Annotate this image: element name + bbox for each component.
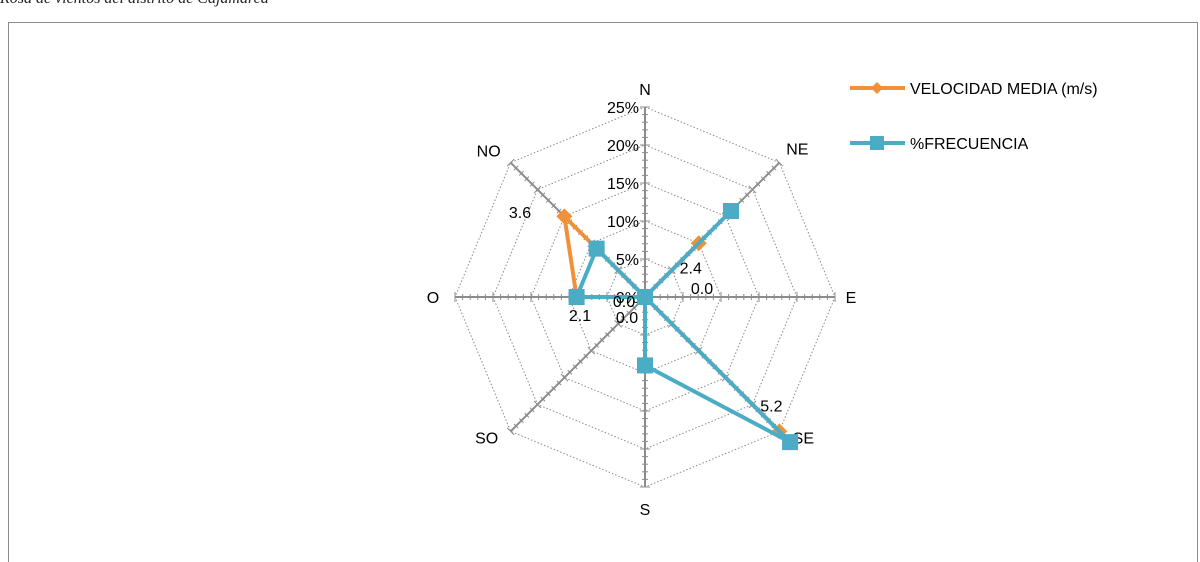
grid-ring: [492, 144, 798, 450]
radial-tick-label: 20%: [607, 138, 639, 155]
series-point-1: [588, 240, 605, 257]
axis-tick: [594, 342, 600, 348]
axis-tick: [524, 176, 530, 182]
axis-tick: [631, 305, 637, 311]
axis-tick: [533, 400, 542, 409]
radial-tick-label: 15%: [607, 176, 639, 193]
axis-tick: [533, 185, 542, 194]
axis-tick: [572, 364, 578, 370]
category-label-e: E: [846, 290, 857, 307]
axis-tick: [567, 369, 573, 375]
axis-tick: [621, 316, 626, 321]
axis-tick: [599, 337, 605, 343]
data-label-velocidad: 3.6: [509, 205, 531, 222]
legend-label-0: VELOCIDAD MEDIA (m/s): [910, 81, 1098, 98]
axis-tick: [587, 346, 596, 355]
axis-tick: [556, 208, 562, 214]
axis-tick: [513, 423, 519, 429]
axis-tick: [556, 380, 562, 386]
data-label-velocidad: 5.2: [760, 398, 782, 415]
axis-tick: [775, 158, 784, 167]
axis-tick: [578, 359, 583, 364]
axis-tick: [744, 192, 750, 198]
data-labels: 2.40.05.20.00.02.13.6: [509, 205, 783, 415]
axis-so: [509, 296, 646, 433]
legend-label-1: %FRECUENCIA: [910, 136, 1029, 153]
chart-frame: [8, 22, 1198, 562]
legend-marker-1: [870, 136, 884, 150]
axis-tick: [506, 158, 515, 167]
series-point-1: [637, 289, 653, 305]
figure-caption: Rosa de vientos del distrito de Cajamarc…: [0, 0, 269, 8]
grid-ring: [530, 182, 760, 412]
axis-tick: [540, 192, 546, 198]
data-label-velocidad: 2.4: [680, 260, 702, 277]
series-point-0: [556, 208, 573, 225]
axis-tick: [529, 407, 535, 413]
data-label-velocidad: 0.0: [613, 294, 635, 311]
axis-tick: [583, 353, 589, 359]
legend: VELOCIDAD MEDIA (m/s) %FRECUENCIA: [850, 81, 1098, 153]
category-label-o: O: [427, 290, 439, 307]
series-point-1: [568, 289, 585, 305]
category-label-n: N: [639, 82, 651, 99]
axis-tick: [755, 181, 761, 187]
axis-tick: [739, 197, 745, 203]
category-label-ne: NE: [786, 142, 808, 159]
data-label-velocidad: 0.0: [616, 310, 638, 327]
axis-tick: [518, 170, 524, 176]
axis-tick: [551, 385, 557, 391]
category-label-so: SO: [475, 430, 498, 447]
axis-tick: [560, 373, 569, 382]
series-layer: [556, 203, 799, 451]
axis-tick: [626, 310, 632, 316]
axis-tick: [748, 185, 757, 194]
axis-tick: [513, 165, 519, 171]
axis-tick: [524, 412, 530, 418]
axis-tick: [766, 170, 772, 176]
grid-ring: [568, 220, 722, 374]
axis-tick: [540, 396, 546, 402]
axis-tick: [551, 203, 557, 209]
axis-tick: [506, 427, 515, 436]
series-line-1: [574, 209, 793, 445]
radial-tick-label: 5%: [616, 252, 639, 269]
legend-marker-0: [871, 82, 883, 94]
data-label-velocidad: 2.1: [569, 308, 591, 325]
category-label-no: NO: [477, 144, 501, 161]
axis-tick: [604, 332, 610, 338]
data-label-velocidad: 0.0: [691, 281, 713, 298]
axis-tick: [760, 176, 766, 182]
axis-tick: [545, 197, 551, 203]
radial-tick-label: 25%: [607, 100, 639, 117]
radial-tick-label: 10%: [607, 214, 639, 231]
axis-tick: [610, 326, 616, 332]
radial-tick-labels: 0%5%10%15%20%25%: [607, 100, 639, 307]
series-point-1: [637, 357, 653, 374]
axis-tick: [545, 391, 551, 397]
axis-tick: [771, 165, 777, 171]
axis-tick: [529, 181, 535, 187]
series-point-1: [722, 203, 739, 220]
axis-tick: [614, 319, 623, 328]
axis-tick: [518, 418, 524, 424]
series-point-1: [782, 434, 799, 451]
category-label-s: S: [640, 502, 651, 519]
